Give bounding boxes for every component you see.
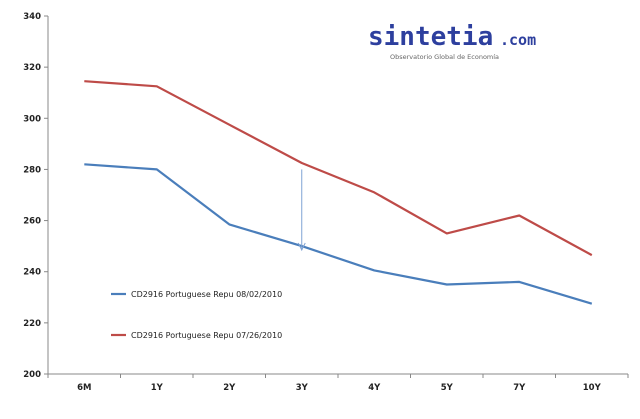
y-tick-label: 240: [23, 268, 41, 278]
y-tick-label: 220: [23, 319, 41, 329]
y-tick-label: 300: [23, 114, 41, 124]
annotation-arrow-head: [297, 242, 306, 252]
series-layer: [84, 80, 593, 305]
x-tick-label: 4Y: [368, 383, 381, 393]
series-line-2: [84, 80, 593, 257]
x-tick-label: 7Y: [513, 383, 526, 393]
brand-suffix: .com: [500, 31, 536, 49]
annotation-layer: [297, 169, 306, 252]
series-line-1: [84, 163, 593, 305]
legend-label-2: CD2916 Portuguese Repu 07/26/2010: [131, 331, 282, 340]
x-tick-label: 10Y: [583, 383, 602, 393]
y-tick-label: 320: [23, 63, 41, 73]
y-tick-label: 340: [23, 12, 41, 22]
y-tick-label: 260: [23, 217, 41, 227]
y-axis: 200 220 240 260 280 300 320 340: [23, 12, 49, 380]
x-axis: 6M 1Y 2Y 3Y 4Y 5Y 7Y 10Y: [47, 373, 629, 393]
x-tick-label: 5Y: [441, 383, 454, 393]
brand-name: sintetia: [368, 22, 493, 52]
x-tick-label: 3Y: [296, 383, 309, 393]
brand-logo: sintetia .com Observatorio Global de Eco…: [368, 22, 536, 61]
x-tick-label: 6M: [77, 383, 91, 393]
y-tick-label: 280: [23, 165, 41, 175]
legend: CD2916 Portuguese Repu 08/02/2010 CD2916 …: [111, 290, 282, 340]
x-tick-label: 1Y: [151, 383, 164, 393]
brand-tagline: Observatorio Global de Economía: [390, 53, 499, 61]
x-tick-label: 2Y: [223, 383, 236, 393]
legend-label-1: CD2916 Portuguese Repu 08/02/2010: [131, 290, 282, 299]
y-tick-label: 200: [23, 370, 41, 380]
